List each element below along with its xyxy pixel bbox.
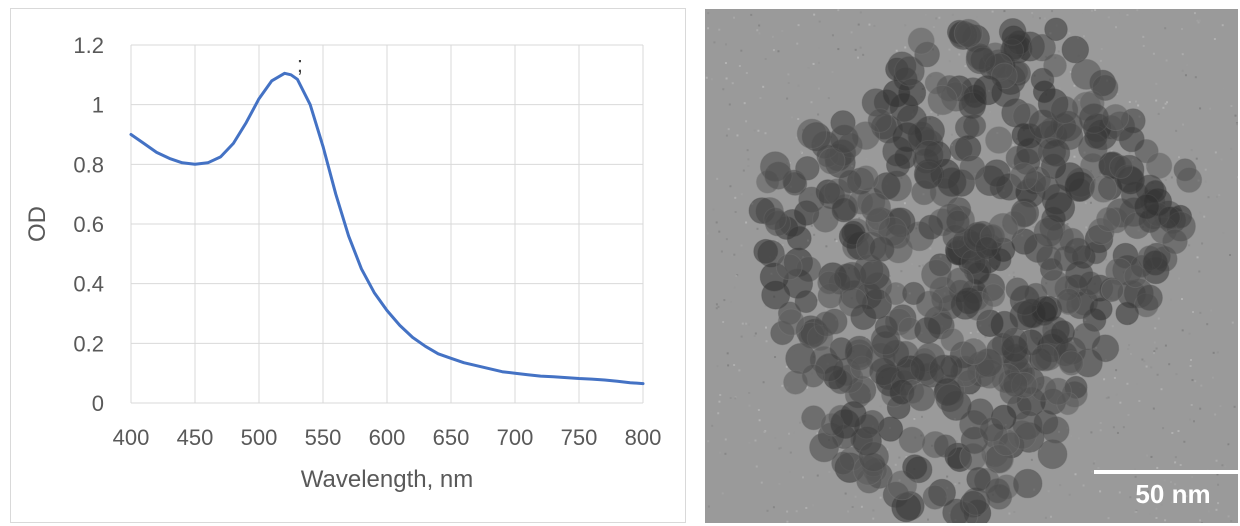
absorbance-chart: 400 450 500 550 600 650 700 750 800 0 0.2 0.4 0.6 0.8…: [24, 33, 662, 493]
y-tick-label: 0.4: [73, 272, 104, 297]
y-tick-label: 0.2: [73, 331, 104, 356]
od-series-line: [129, 71, 645, 386]
scale-bar-label: 50 nm: [1135, 479, 1211, 509]
x-tick-label: 700: [497, 425, 534, 450]
x-tick-label: 750: [561, 425, 598, 450]
chart-panel: 400 450 500 550 600 650 700 750 800 0 0.2 0.4 0.6 0.8…: [10, 8, 686, 523]
y-axis-title: OD: [24, 206, 51, 242]
y-tick-label: 0: [92, 391, 104, 416]
y-tick-label: 0.8: [73, 152, 104, 177]
x-axis-title: Wavelength, nm: [301, 466, 474, 493]
x-tick-label: 450: [177, 425, 214, 450]
peak-annotation: ;: [297, 52, 303, 77]
x-tick-label: 400: [113, 425, 150, 450]
x-tick-label: 800: [625, 425, 662, 450]
x-tick-label: 500: [241, 425, 278, 450]
y-tick-label: 1: [92, 93, 104, 118]
tem-micrograph: 50 nm: [705, 9, 1238, 523]
nanoparticle-cluster: [748, 17, 1203, 523]
x-tick-label: 550: [305, 425, 342, 450]
y-tick-label: 0.6: [73, 212, 104, 237]
x-tick-label: 650: [433, 425, 470, 450]
scale-bar: [1094, 470, 1238, 474]
x-tick-label: 600: [369, 425, 406, 450]
y-tick-label: 1.2: [73, 33, 104, 58]
nanoparticle-cluster-image: [705, 9, 1238, 523]
